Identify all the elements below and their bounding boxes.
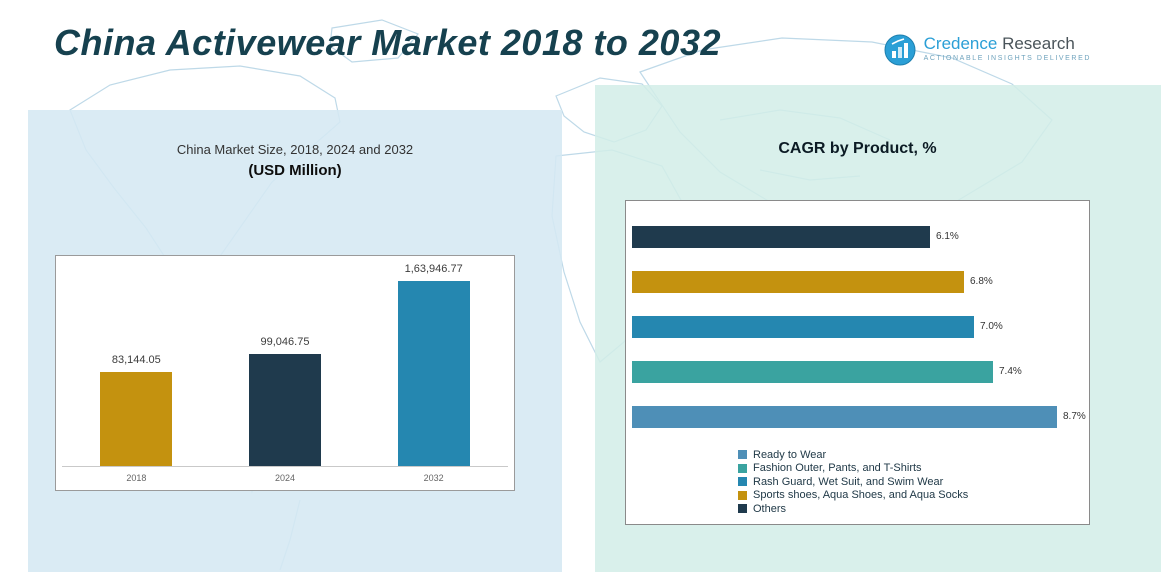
market-size-chart-heading: China Market Size, 2018, 2024 and 2032 (… (28, 142, 562, 179)
bar (632, 315, 974, 338)
bar-value-label: 8.7% (1063, 411, 1086, 422)
bar-value-label: 7.4% (999, 366, 1022, 377)
legend-swatch (738, 490, 747, 500)
logo-tagline: Actionable Insights Delivered (923, 55, 1091, 62)
bar-group: 6.1% (632, 214, 1089, 259)
bar-category-label: 2024 (274, 473, 295, 483)
cagr-panel: CAGR by Product, % 6.1% 6.8% 7.0% 7.4% 8.7% … (595, 85, 1161, 572)
cagr-chart: 6.1% 6.8% 7.0% 7.4% 8.7% Ready to Wear Fashio… (625, 200, 1090, 525)
market-size-chart-title: China Market Size, 2018, 2024 and 2032 (176, 142, 414, 157)
bar (632, 405, 1057, 428)
bar-group: 83,144.05 2018 (100, 354, 173, 483)
cagr-legend: Ready to Wear Fashion Outer, Pants, and T… (738, 448, 1089, 516)
legend-label: Rash Guard, Wet Suit, and Swim Wear (753, 475, 944, 488)
bar (632, 225, 930, 248)
credence-research-logo: Credence Research Actionable Insights De… (884, 34, 1091, 66)
legend-item: Fashion Outer, Pants, and T-Shirts (738, 462, 1089, 476)
bar-value-label: 1,63,946.77 (404, 263, 463, 275)
cagr-chart-title: CAGR by Product, % (778, 140, 937, 157)
legend-swatch (738, 504, 747, 514)
legend-swatch (738, 463, 747, 473)
cagr-bars: 6.1% 6.8% 7.0% 7.4% 8.7% (632, 214, 1089, 439)
credence-logo-icon (884, 34, 916, 66)
page-title: China Activewear Market 2018 to 2032 (54, 22, 721, 63)
legend-swatch (738, 450, 747, 460)
market-size-bars: 83,144.05 2018 99,046.75 2024 1,63,946.77 203… (62, 262, 508, 483)
bar-value-label: 99,046.75 (260, 336, 310, 349)
bar (632, 360, 993, 383)
bar-value-label: 83,144.05 (111, 354, 161, 367)
legend-item: Ready to Wear (738, 448, 1089, 462)
bar-group: 8.7% (632, 394, 1089, 439)
bar-group: 6.8% (632, 259, 1089, 304)
bar-value-label: 6.8% (970, 276, 993, 287)
bar-group: 7.0% (632, 304, 1089, 349)
bar (100, 372, 173, 466)
bar-group: 99,046.75 2024 (248, 336, 321, 483)
market-size-panel: China Market Size, 2018, 2024 and 2032 (… (28, 110, 562, 572)
bar-category-label: 2018 (126, 473, 147, 483)
credence-logo-text: Credence Research Actionable Insights De… (924, 34, 1091, 62)
logo-name-secondary: Research (997, 34, 1075, 53)
market-size-chart-subtitle: (USD Million) (248, 162, 342, 179)
logo-name-primary: Credence (923, 34, 998, 53)
header: China Activewear Market 2018 to 2032 Cre… (0, 0, 1161, 100)
legend-item: Rash Guard, Wet Suit, and Swim Wear (738, 475, 1089, 489)
legend-swatch (738, 477, 747, 487)
bar-group: 7.4% (632, 349, 1089, 394)
legend-item: Sports shoes, Aqua Shoes, and Aqua Socks (738, 489, 1089, 503)
legend-item: Others (738, 502, 1089, 516)
bar (632, 270, 964, 293)
legend-label: Sports shoes, Aqua Shoes, and Aqua Socks (753, 489, 969, 502)
legend-label: Fashion Outer, Pants, and T-Shirts (753, 462, 922, 475)
bar-value-label: 6.1% (936, 231, 959, 242)
bar (248, 354, 321, 466)
bar-group: 1,63,946.77 2032 (397, 263, 470, 483)
bar-value-label: 7.0% (980, 321, 1003, 332)
bar-category-label: 2032 (423, 473, 444, 483)
legend-label: Others (753, 502, 787, 515)
legend-label: Ready to Wear (753, 448, 827, 461)
market-size-chart: 83,144.05 2018 99,046.75 2024 1,63,946.77 203… (55, 255, 515, 491)
bar (397, 281, 470, 466)
